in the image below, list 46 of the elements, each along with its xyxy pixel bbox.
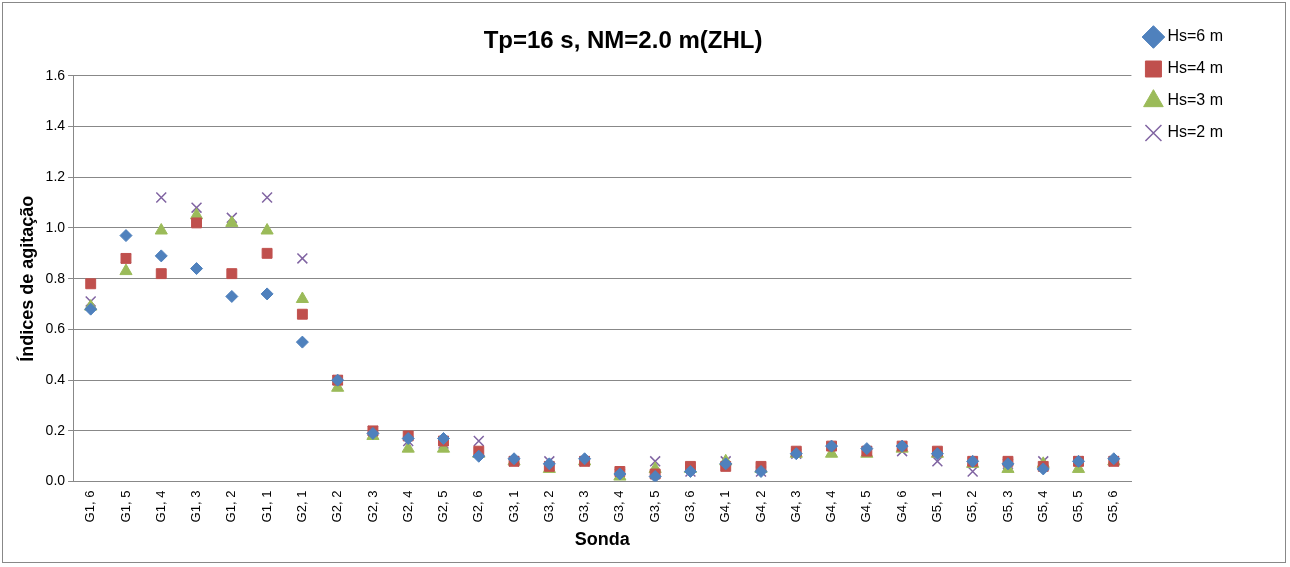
x-tick-label: G2, 4 — [399, 490, 415, 523]
x-tick-label: G3, 2 — [540, 490, 556, 523]
x-tick-label: G5, 3 — [999, 490, 1015, 523]
x-tick-label: G5, 4 — [1034, 490, 1050, 523]
y-tick-label: 1.6 — [45, 66, 66, 83]
chart-title: Tp=16 s, NM=2.0 m(ZHL) — [483, 26, 763, 54]
x-tick-label: G1, 5 — [117, 490, 133, 523]
x-tick-label: G2, 2 — [329, 490, 345, 523]
y-tick-label: 1.0 — [45, 218, 66, 235]
y-tick-label: 0.4 — [45, 371, 66, 388]
x-tick-label: G5, 1 — [928, 490, 944, 523]
x-tick-label: G2, 3 — [364, 490, 380, 523]
x-tick-label: G2, 5 — [435, 490, 451, 523]
y-axis-title: Índices de agitação — [15, 195, 37, 362]
y-tick-label: 0.6 — [45, 320, 66, 337]
y-tick-label: 1.4 — [45, 117, 66, 134]
x-tick-label: G4, 4 — [823, 490, 839, 523]
x-tick-label: G4, 6 — [893, 490, 909, 523]
y-tick-label: 1.2 — [45, 168, 66, 185]
x-tick-label: G1, 4 — [152, 490, 168, 523]
legend-label: Hs=6 m — [1167, 27, 1224, 45]
x-tick-label: G1, 1 — [258, 490, 274, 523]
x-tick-label: G4, 3 — [787, 490, 803, 523]
legend-label: Hs=3 m — [1167, 91, 1224, 109]
x-tick-label: G5, 5 — [1070, 490, 1086, 523]
legend-label: Hs=2 m — [1167, 123, 1224, 141]
x-tick-label: G5, 2 — [964, 490, 980, 523]
x-tick-label: G2, 1 — [293, 490, 309, 523]
y-tick-label: 0.0 — [45, 472, 66, 489]
x-tick-label: G3, 6 — [682, 490, 698, 523]
x-tick-label: G4, 1 — [717, 490, 733, 523]
x-axis-title: Sonda — [574, 529, 631, 550]
x-tick-label: G3, 1 — [505, 490, 521, 523]
x-tick-label: G5, 6 — [1105, 490, 1121, 523]
x-tick-label: G3, 5 — [646, 490, 662, 523]
x-tick-label: G3, 4 — [611, 490, 627, 523]
x-tick-label: G4, 5 — [858, 490, 874, 523]
y-tick-label: 0.2 — [45, 421, 66, 438]
x-tick-label: G3, 3 — [576, 490, 592, 523]
y-tick-label: 0.8 — [45, 269, 66, 286]
x-tick-label: G1, 6 — [82, 490, 98, 523]
x-tick-label: G4, 2 — [752, 490, 768, 523]
x-tick-label: G1, 2 — [223, 490, 239, 523]
x-tick-label: G2, 6 — [470, 490, 486, 523]
x-tick-label: G1, 3 — [188, 490, 204, 523]
legend-label: Hs=4 m — [1167, 59, 1224, 77]
